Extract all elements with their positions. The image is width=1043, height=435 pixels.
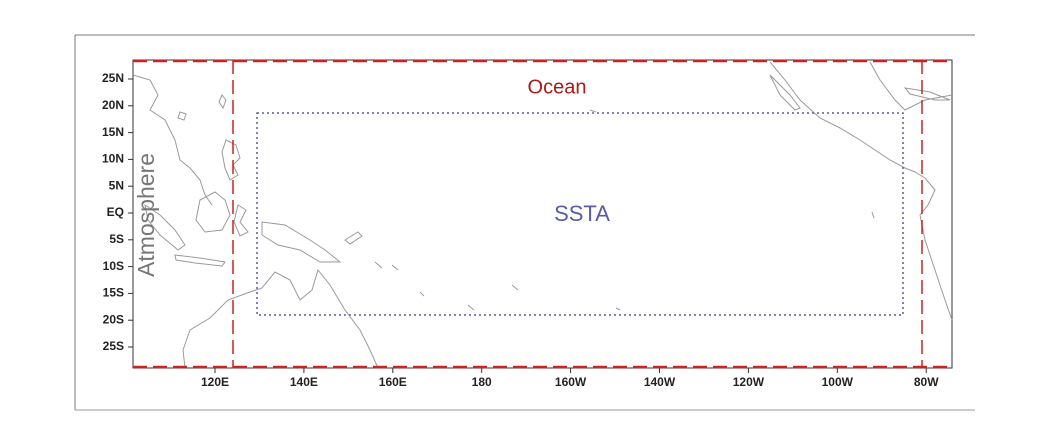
lon-tick-label: 120E — [201, 375, 229, 389]
solomons — [344, 231, 399, 271]
lon-tick-label: 160W — [555, 375, 587, 389]
lat-tick-label: 25S — [103, 339, 124, 353]
lat-tick-label: 5N — [109, 178, 124, 192]
axis-ticks: 25N 20N 15N 10N 5N EQ 5S 10S 15S 20S 25S 120E 140E 16… — [102, 71, 939, 389]
lat-tick-label: 5S — [109, 232, 124, 246]
lat-tick-label: 15N — [102, 125, 124, 139]
coastlines — [132, 61, 953, 369]
borneo — [195, 191, 231, 233]
java — [174, 254, 226, 267]
lon-tick-label: 180 — [472, 375, 492, 389]
baja — [769, 74, 801, 111]
lon-tick-label: 100W — [822, 375, 854, 389]
lat-tick-label: EQ — [107, 205, 124, 219]
ssta-label: SSTA — [554, 201, 610, 226]
cuba — [903, 87, 951, 101]
taiwan — [218, 94, 227, 110]
lon-tick-label: 140E — [290, 375, 318, 389]
atmosphere-label: Atmosphere — [133, 153, 159, 277]
sumatra — [144, 203, 186, 251]
lat-tick-label: 10S — [103, 259, 124, 273]
asia-coast — [132, 74, 213, 206]
lat-tick-label: 15S — [103, 286, 124, 300]
lon-tick-label: 80W — [914, 375, 939, 389]
north-america — [769, 61, 916, 173]
lon-tick-label: 160E — [379, 375, 407, 389]
lat-tick-label: 10N — [102, 152, 124, 166]
lat-tick-label: 25N — [102, 71, 124, 85]
new-guinea — [261, 221, 342, 263]
hainan — [177, 111, 187, 121]
lon-tick-label: 120W — [733, 375, 765, 389]
atmosphere-domain — [133, 59, 952, 369]
gulf-coast — [869, 61, 953, 111]
lat-tick-label: 20N — [102, 98, 124, 112]
lon-tick-label: 140W — [644, 375, 676, 389]
south-america — [914, 171, 953, 321]
philippines — [221, 139, 241, 181]
ssta-domain — [256, 112, 904, 316]
australia — [182, 268, 379, 369]
sulawesi — [233, 204, 249, 237]
ocean-label: Ocean — [528, 76, 587, 98]
lat-tick-label: 20S — [103, 312, 124, 326]
plot-border — [132, 59, 953, 369]
pacific-islands — [419, 109, 875, 311]
